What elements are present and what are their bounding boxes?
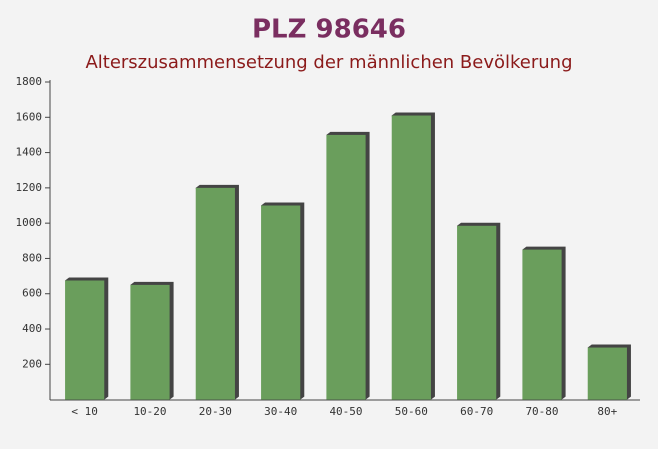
x-tick-label: 80+ (597, 405, 617, 418)
y-tick-label: 600 (22, 287, 42, 300)
x-tick-label: < 10 (71, 405, 98, 418)
y-tick-label: 400 (22, 322, 42, 335)
x-tick-label: 60-70 (460, 405, 493, 418)
bar (195, 187, 235, 400)
bar (457, 225, 497, 400)
x-tick-label: 30-40 (264, 405, 297, 418)
y-tick-label: 1200 (16, 181, 43, 194)
chart-title: PLZ 98646 (252, 15, 406, 45)
bar (391, 115, 431, 400)
x-tick-label: 10-20 (133, 405, 166, 418)
bar (522, 249, 562, 400)
x-tick-label: 50-60 (395, 405, 428, 418)
y-tick-label: 800 (22, 251, 42, 264)
y-tick-label: 1800 (16, 75, 43, 88)
x-tick-label: 40-50 (329, 405, 362, 418)
chart-subtitle: Alterszusammensetzung der männlichen Bev… (85, 52, 572, 73)
bar (65, 280, 105, 400)
y-tick-label: 1600 (16, 110, 43, 123)
bar (326, 134, 366, 400)
x-tick-label: 20-30 (199, 405, 232, 418)
bar (130, 284, 170, 400)
y-tick-label: 200 (22, 357, 42, 370)
y-tick-label: 1000 (16, 216, 43, 229)
bar (261, 205, 301, 400)
x-tick-label: 70-80 (525, 405, 558, 418)
y-tick-label: 1400 (16, 146, 43, 159)
bar (587, 347, 627, 400)
